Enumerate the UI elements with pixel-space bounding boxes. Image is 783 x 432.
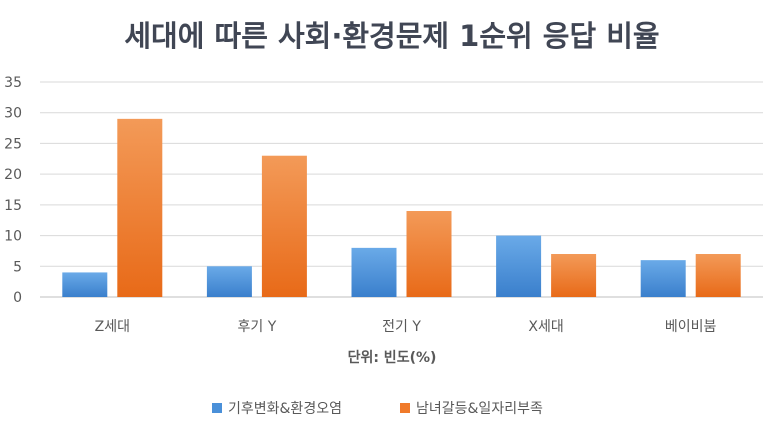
bar-climate (496, 235, 542, 297)
legend-label: 남녀갈등&일자리부족 (416, 401, 543, 417)
bar-climate (640, 260, 686, 297)
y-tick-label: 25 (4, 136, 22, 152)
y-tick-label: 20 (4, 167, 22, 183)
y-tick-label: 35 (4, 75, 22, 91)
y-tick-label: 10 (4, 229, 22, 245)
y-tick-label: 30 (4, 106, 22, 122)
bar-gender-jobs (406, 211, 452, 297)
x-category-label: X세대 (528, 319, 563, 335)
x-category-label: 베이비붐 (665, 319, 717, 335)
bar-climate (62, 272, 108, 297)
y-tick-label: 5 (13, 259, 22, 275)
legend: 기후변화&환경오염 남녀갈등&일자리부족 (212, 401, 543, 417)
legend-swatch (400, 403, 410, 413)
x-axis-categories: Z세대 후기 Y 전기 Y X세대 베이비붐 (95, 319, 717, 335)
x-axis-label: 단위: 빈도(%) (348, 349, 437, 366)
bar-gender-jobs (695, 254, 741, 297)
y-tick-label: 0 (13, 290, 22, 306)
bar-gender-jobs (551, 254, 597, 297)
x-category-label: Z세대 (95, 319, 130, 335)
bar-climate (351, 247, 397, 297)
legend-swatch (212, 403, 222, 413)
y-tick-label: 15 (4, 198, 22, 214)
legend-label: 기후변화&환경오염 (228, 401, 342, 417)
bar-climate (206, 266, 252, 297)
bars (62, 118, 741, 297)
chart-title: 세대에 따른 사회·환경문제 1순위 응답 비율 (124, 19, 659, 53)
x-category-label: 전기 Y (382, 319, 421, 335)
x-category-label: 후기 Y (238, 319, 277, 335)
bar-gender-jobs (117, 118, 163, 297)
y-axis-ticks: 0 5 10 15 20 25 30 35 (4, 75, 22, 306)
bar-gender-jobs (261, 155, 307, 297)
